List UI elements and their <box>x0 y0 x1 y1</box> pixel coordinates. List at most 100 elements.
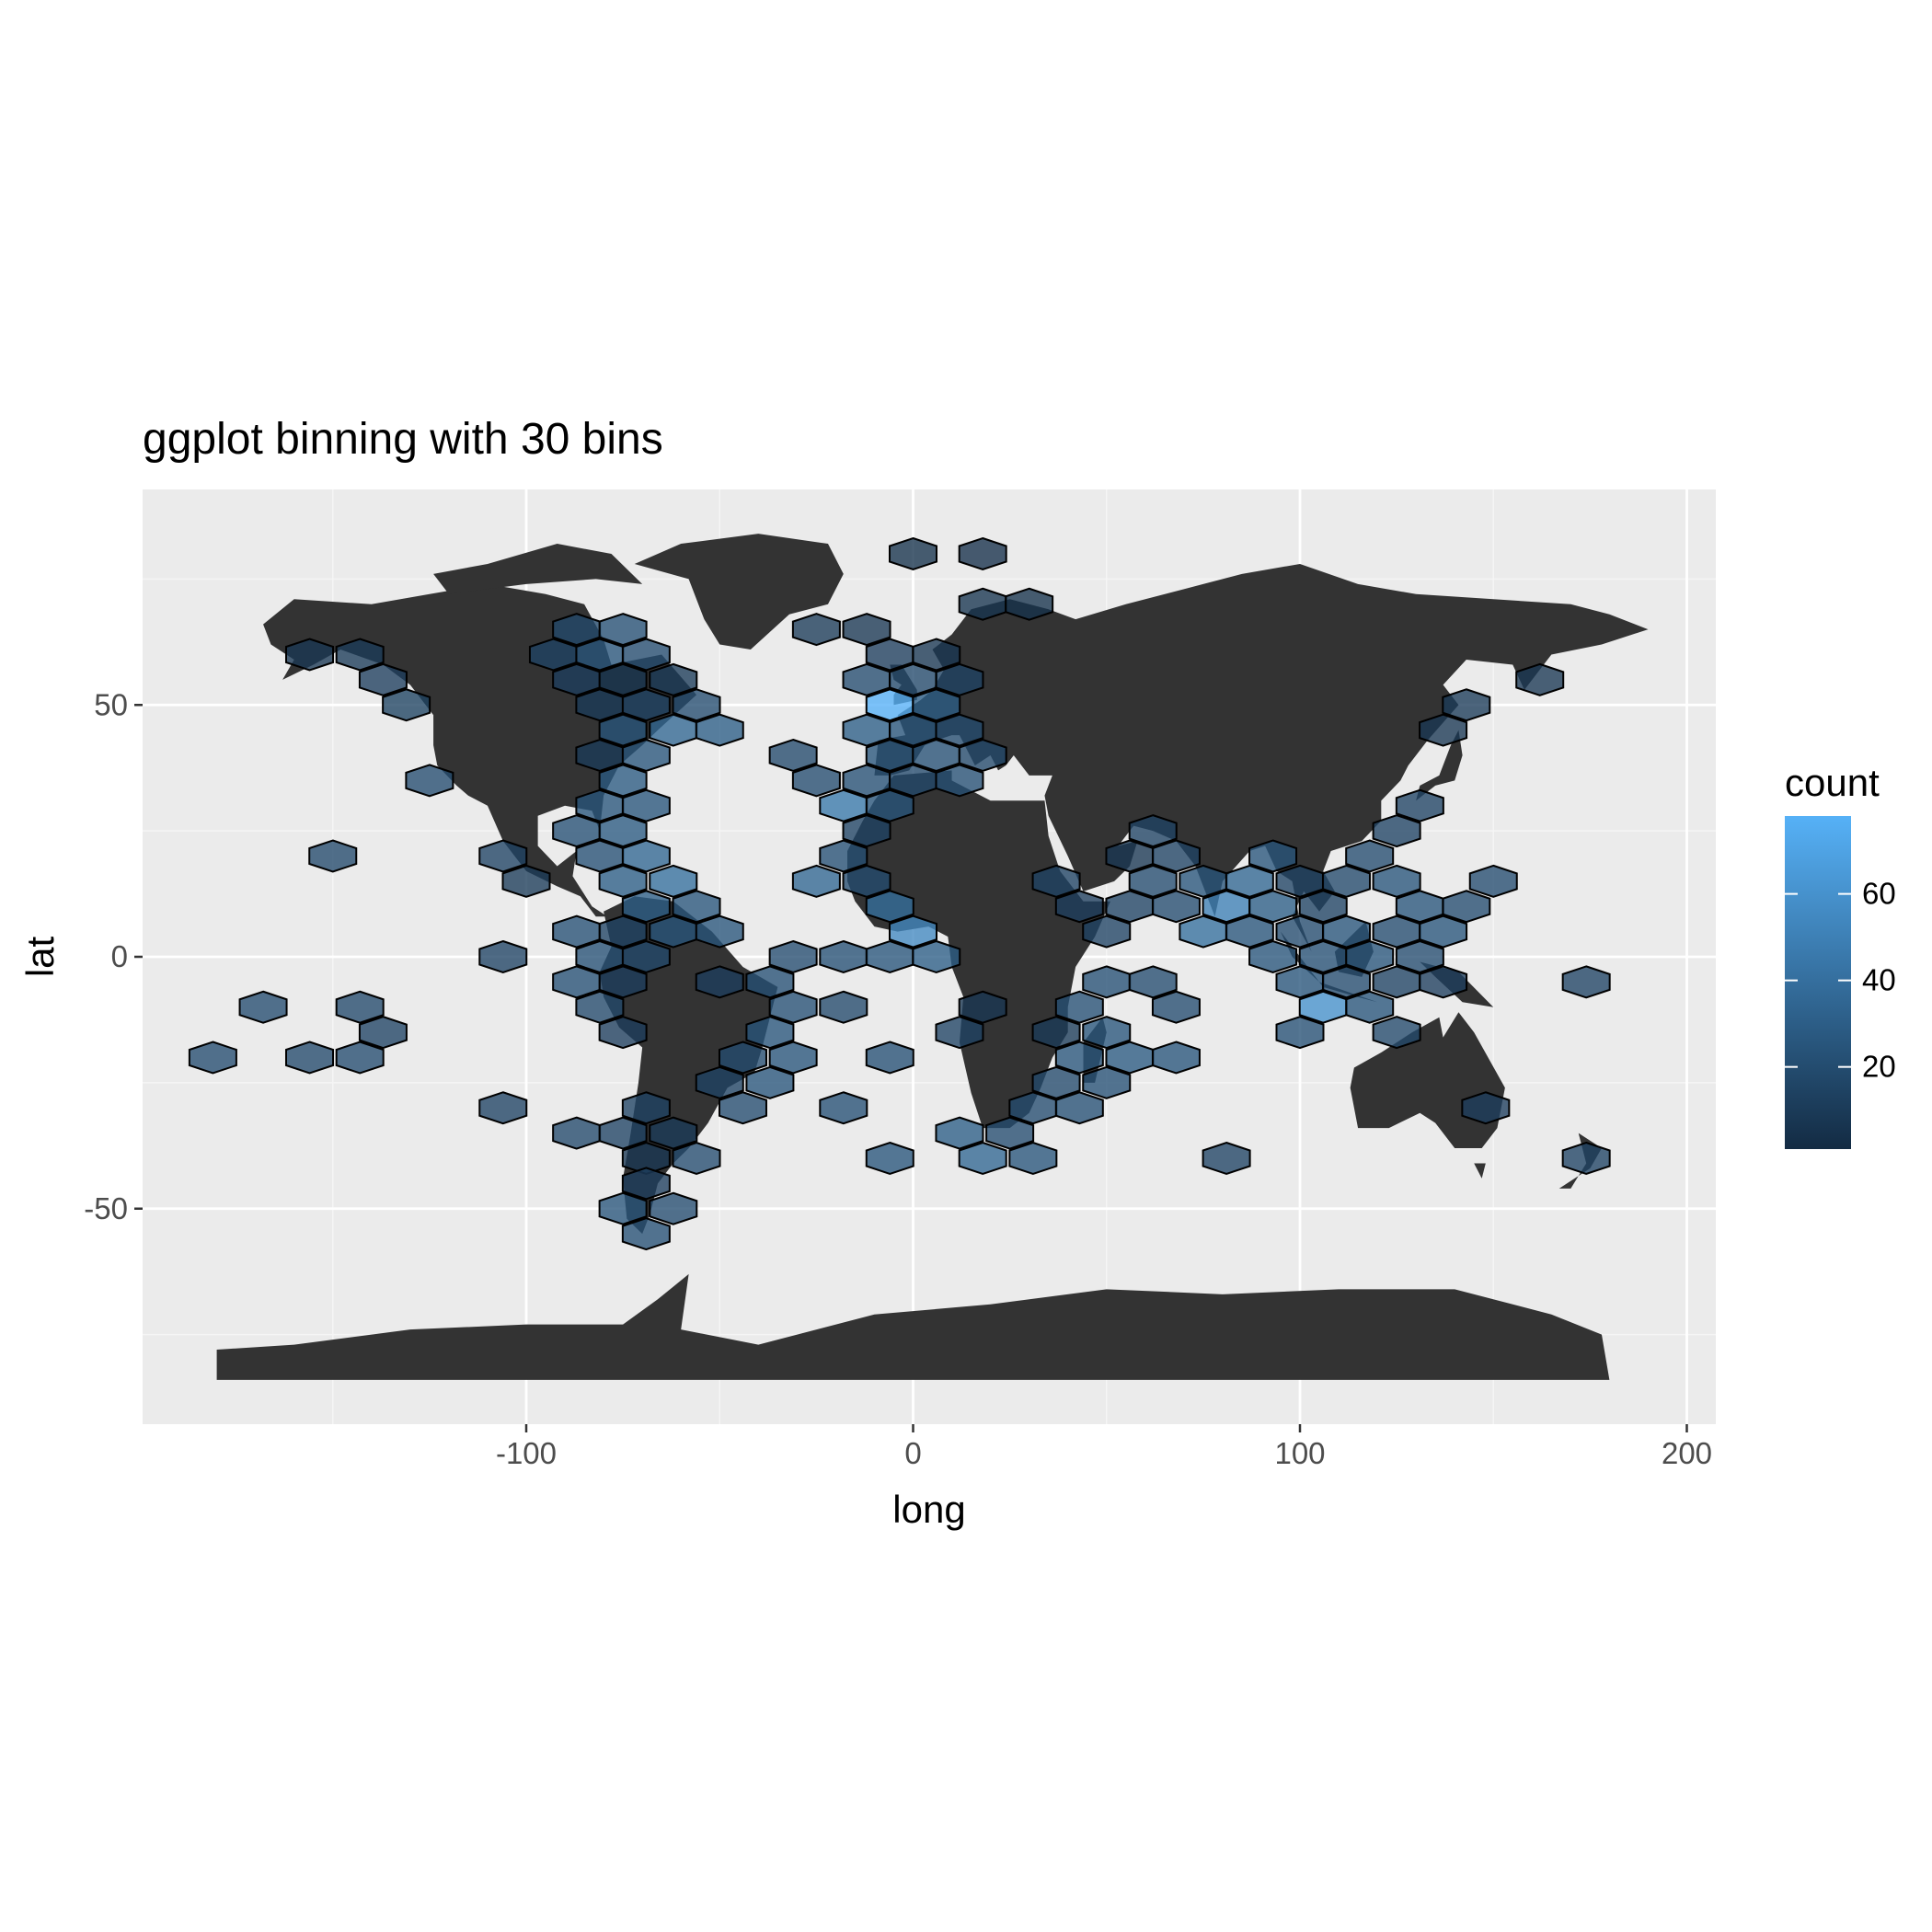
legend-tick-label: 60 <box>1862 877 1896 911</box>
hex-cell <box>695 713 744 747</box>
hex-cell <box>1031 864 1081 898</box>
hex-cell <box>649 864 698 898</box>
hex-cell <box>478 1091 528 1125</box>
hex-cell <box>1321 864 1371 898</box>
hex-cell <box>1321 914 1371 949</box>
hex-cell <box>935 764 984 798</box>
hex-cell <box>1054 990 1104 1024</box>
hex-cell <box>1561 965 1611 999</box>
hex-cell <box>865 890 914 924</box>
hex-cell <box>358 662 408 696</box>
hex-cell <box>745 1065 795 1099</box>
hex-cell <box>718 1091 767 1125</box>
hex-cell <box>598 662 648 696</box>
hex-cell <box>1248 839 1298 873</box>
hex-cell <box>1151 839 1201 873</box>
land-japan <box>1416 730 1463 801</box>
hex-cell <box>958 1141 1007 1176</box>
hex-cell <box>649 1116 698 1150</box>
hex-cell <box>478 839 528 873</box>
y-tick-label: -50 <box>84 1191 128 1225</box>
hex-cell <box>672 890 721 924</box>
hex-cell <box>621 788 671 822</box>
hex-cell <box>865 1041 914 1075</box>
hex-cell <box>188 1041 237 1075</box>
hex-cell <box>1419 713 1468 747</box>
x-tick-label: 200 <box>1662 1436 1712 1470</box>
hex-cell <box>335 638 385 672</box>
y-tick-label: 0 <box>111 939 128 973</box>
hex-cell <box>819 939 868 974</box>
hex-cell <box>598 1191 648 1225</box>
hex-cell <box>1298 890 1348 924</box>
x-axis: -100 0 100 200 <box>496 1424 1712 1470</box>
hex-cell <box>335 990 385 1024</box>
hex-cell <box>598 864 648 898</box>
hex-cell <box>889 536 937 571</box>
hex-cell <box>649 713 698 747</box>
hex-cell <box>1248 890 1298 924</box>
hex-cell <box>621 1091 671 1125</box>
hex-cell <box>1128 965 1178 999</box>
hex-cell <box>649 662 698 696</box>
hex-cell <box>649 914 698 949</box>
hex-cell <box>865 1141 914 1176</box>
hex-cell <box>621 1217 671 1251</box>
hex-cell <box>649 1191 698 1225</box>
hex-cell <box>1419 914 1468 949</box>
hex-cell <box>405 764 454 798</box>
hex-cell <box>819 990 868 1024</box>
hex-cell <box>958 738 1007 773</box>
hex-cell <box>1151 890 1201 924</box>
hex-cell <box>768 939 818 974</box>
hex-cell <box>842 864 891 898</box>
hex-cell <box>935 662 984 696</box>
hex-cell <box>1225 864 1274 898</box>
hex-cell <box>1515 662 1565 696</box>
hex-cell <box>912 638 961 672</box>
hex-cell <box>791 764 841 798</box>
hex-cell <box>912 939 961 974</box>
hex-cell <box>1345 990 1395 1024</box>
x-axis-title: long <box>892 1488 965 1531</box>
hex-cell <box>1372 965 1421 999</box>
hex-cell <box>621 939 671 974</box>
hex-cell <box>1082 965 1132 999</box>
hex-cell <box>238 990 288 1024</box>
hex-cell <box>791 864 841 898</box>
hex-cell <box>912 688 961 722</box>
hex-cell <box>621 738 671 773</box>
hex-cell <box>1468 864 1518 898</box>
hex-cell <box>285 1041 335 1075</box>
hex-cell <box>865 788 914 822</box>
hex-cell <box>842 814 891 848</box>
hex-cell <box>621 839 671 873</box>
hex-cell <box>745 1016 795 1050</box>
land-antarctica <box>216 1273 1610 1380</box>
hex-cell <box>1005 587 1054 621</box>
hex-cell <box>598 965 648 999</box>
hex-cell <box>1128 864 1178 898</box>
hex-cell <box>598 814 648 848</box>
hex-cell <box>335 1041 385 1075</box>
hex-cell <box>958 536 1007 571</box>
hexbin-layer <box>188 536 1611 1251</box>
hex-cell <box>1054 1091 1104 1125</box>
hex-cell <box>1372 1016 1421 1050</box>
hex-cell <box>1395 939 1444 974</box>
hex-cell <box>958 587 1007 621</box>
land-greenland <box>634 534 844 650</box>
hex-cell <box>695 965 744 999</box>
hex-cell <box>1054 1041 1104 1075</box>
hex-cell <box>935 713 984 747</box>
hex-cell <box>1202 1141 1251 1176</box>
hex-cell <box>1345 839 1395 873</box>
hex-cell <box>791 613 841 647</box>
hex-cell <box>768 738 818 773</box>
y-axis: -50 0 50 <box>84 687 143 1225</box>
hex-cell <box>478 939 528 974</box>
hex-cell <box>285 638 335 672</box>
legend-title: count <box>1785 761 1880 804</box>
hex-cell <box>1179 914 1228 949</box>
